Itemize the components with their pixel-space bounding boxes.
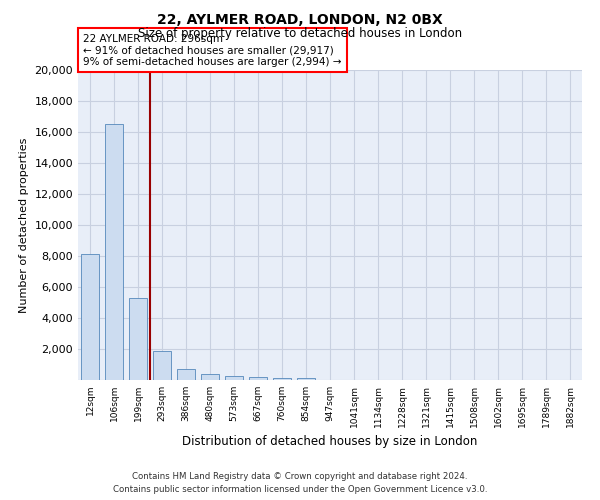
X-axis label: Distribution of detached houses by size in London: Distribution of detached houses by size … <box>182 436 478 448</box>
Bar <box>297 378 315 380</box>
Y-axis label: Number of detached properties: Number of detached properties <box>19 138 29 312</box>
Text: Size of property relative to detached houses in London: Size of property relative to detached ho… <box>138 28 462 40</box>
Bar <box>153 352 171 380</box>
Bar <box>81 254 99 380</box>
Text: Contains HM Land Registry data © Crown copyright and database right 2024.: Contains HM Land Registry data © Crown c… <box>132 472 468 481</box>
Text: 22 AYLMER ROAD: 296sqm
← 91% of detached houses are smaller (29,917)
9% of semi-: 22 AYLMER ROAD: 296sqm ← 91% of detached… <box>83 34 341 67</box>
Bar <box>177 369 195 380</box>
Bar <box>105 124 123 380</box>
Bar <box>201 374 219 380</box>
Bar <box>225 376 243 380</box>
Text: 22, AYLMER ROAD, LONDON, N2 0BX: 22, AYLMER ROAD, LONDON, N2 0BX <box>157 12 443 26</box>
Bar <box>249 377 267 380</box>
Bar <box>129 298 147 380</box>
Bar <box>273 378 291 380</box>
Text: Contains public sector information licensed under the Open Government Licence v3: Contains public sector information licen… <box>113 485 487 494</box>
